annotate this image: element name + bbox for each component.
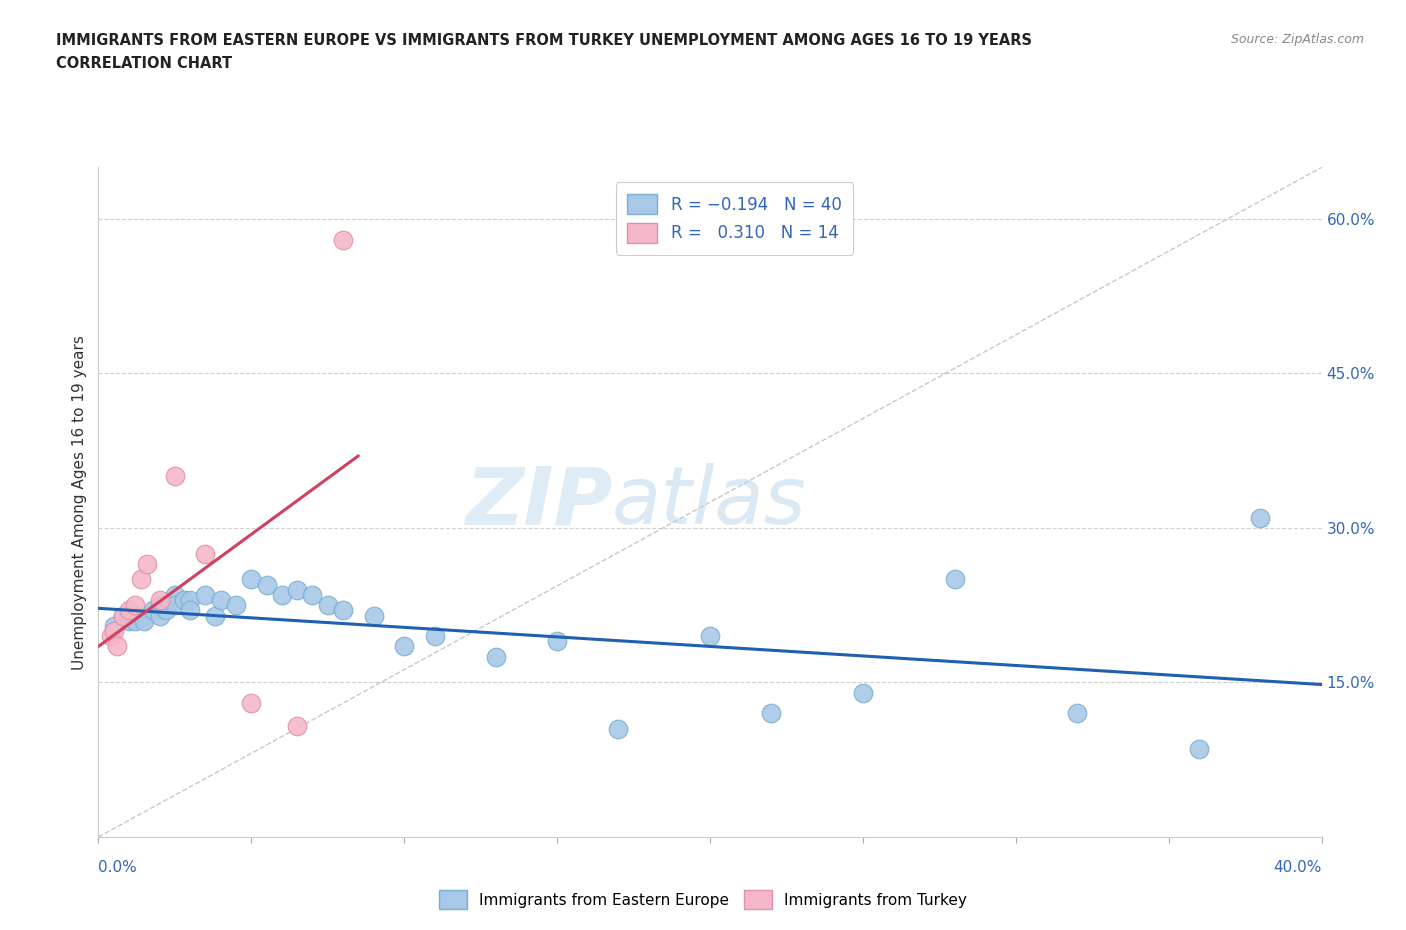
Text: atlas: atlas	[612, 463, 807, 541]
Point	[546, 634, 568, 649]
Point	[225, 598, 247, 613]
Y-axis label: Unemployment Among Ages 16 to 19 years: Unemployment Among Ages 16 to 19 years	[72, 335, 87, 670]
Point	[136, 556, 159, 571]
Point	[179, 592, 201, 607]
Point	[100, 629, 122, 644]
Point	[118, 608, 141, 623]
Point	[103, 618, 125, 633]
Point	[111, 608, 134, 623]
Point	[759, 706, 782, 721]
Point	[392, 639, 416, 654]
Point	[179, 603, 201, 618]
Point	[256, 578, 278, 592]
Point	[103, 623, 125, 638]
Text: ZIP: ZIP	[465, 463, 612, 541]
Point	[111, 608, 134, 623]
Point	[285, 718, 308, 733]
Point	[423, 629, 446, 644]
Point	[142, 603, 165, 618]
Point	[699, 629, 721, 644]
Point	[316, 598, 339, 613]
Point	[105, 639, 128, 654]
Point	[209, 592, 232, 607]
Point	[1249, 511, 1271, 525]
Point	[204, 608, 226, 623]
Point	[149, 598, 172, 613]
Point	[149, 608, 172, 623]
Point	[332, 603, 354, 618]
Point	[118, 603, 141, 618]
Text: 0.0%: 0.0%	[98, 860, 138, 875]
Point	[943, 572, 966, 587]
Point	[118, 613, 141, 628]
Point	[852, 685, 875, 700]
Point	[270, 588, 292, 603]
Point	[1188, 742, 1211, 757]
Point	[163, 598, 186, 613]
Point	[1066, 706, 1088, 721]
Point	[163, 469, 186, 484]
Point	[124, 598, 146, 613]
Point	[332, 232, 354, 247]
Text: 40.0%: 40.0%	[1274, 860, 1322, 875]
Text: IMMIGRANTS FROM EASTERN EUROPE VS IMMIGRANTS FROM TURKEY UNEMPLOYMENT AMONG AGES: IMMIGRANTS FROM EASTERN EUROPE VS IMMIGR…	[56, 33, 1032, 47]
Point	[134, 613, 156, 628]
Point	[155, 603, 177, 618]
Text: CORRELATION CHART: CORRELATION CHART	[56, 56, 232, 71]
Point	[134, 608, 156, 623]
Point	[285, 582, 308, 597]
Point	[363, 608, 385, 623]
Point	[301, 588, 323, 603]
Legend: R = −0.194   N = 40, R =   0.310   N = 14: R = −0.194 N = 40, R = 0.310 N = 14	[616, 182, 853, 255]
Point	[173, 592, 195, 607]
Point	[607, 722, 630, 737]
Point	[124, 613, 146, 628]
Legend: Immigrants from Eastern Europe, Immigrants from Turkey: Immigrants from Eastern Europe, Immigran…	[433, 884, 973, 915]
Point	[240, 572, 263, 587]
Point	[485, 649, 508, 664]
Point	[194, 588, 217, 603]
Point	[129, 572, 152, 587]
Point	[149, 592, 172, 607]
Point	[163, 588, 186, 603]
Point	[240, 696, 263, 711]
Point	[194, 546, 217, 561]
Text: Source: ZipAtlas.com: Source: ZipAtlas.com	[1230, 33, 1364, 46]
